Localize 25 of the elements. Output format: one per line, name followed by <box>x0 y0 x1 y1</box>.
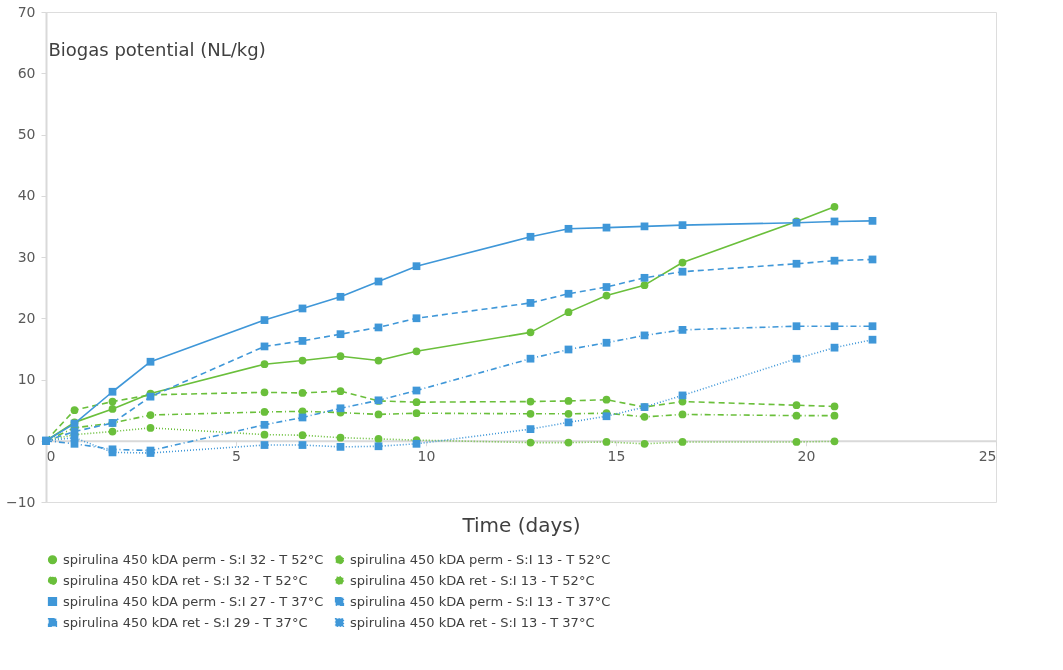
legend-label: spirulina 450 kDA ret - S:I 13 - T 52°C <box>350 572 595 588</box>
y-tick-label: 70 <box>17 3 36 20</box>
y-tick-label: −10 <box>5 493 36 510</box>
legend-label: spirulina 450 kDA ret - S:I 29 - T 37°C <box>63 614 308 630</box>
legend-label: spirulina 450 kDA perm - S:I 32 - T 52°C <box>63 551 324 567</box>
y-axis-title: Biogas potential (NL/kg) <box>48 39 266 61</box>
x-tick-label: 20 <box>797 448 816 465</box>
x-tick-label: 0 <box>46 448 56 465</box>
legend-label: spirulina 450 kDA perm - S:I 27 - T 37°C <box>63 593 324 609</box>
y-tick-label: 50 <box>17 126 36 142</box>
legend-label: spirulina 450 kDA ret - S:I 13 - T 37°C <box>350 614 595 630</box>
legend-label: spirulina 450 kDA perm - S:I 13 - T 52°C <box>350 551 611 567</box>
x-tick-label: 15 <box>607 448 626 465</box>
x-tick-label: 5 <box>232 448 241 465</box>
legend-label: spirulina 450 kDA ret - S:I 32 - T 52°C <box>63 572 308 588</box>
y-tick-label: 60 <box>17 64 36 81</box>
y-tick-label: 0 <box>26 432 36 449</box>
legend-label: spirulina 450 kDA perm - S:I 13 - T 37°C <box>350 593 611 609</box>
x-tick-label: 10 <box>417 448 436 465</box>
y-tick-label: 40 <box>17 187 36 204</box>
x-axis-title: Time (days) <box>461 512 581 537</box>
y-tick-label: 30 <box>17 248 36 265</box>
x-tick-label: 25 <box>978 448 997 465</box>
y-tick-label: 20 <box>17 309 36 326</box>
y-tick-label: 10 <box>17 371 36 387</box>
